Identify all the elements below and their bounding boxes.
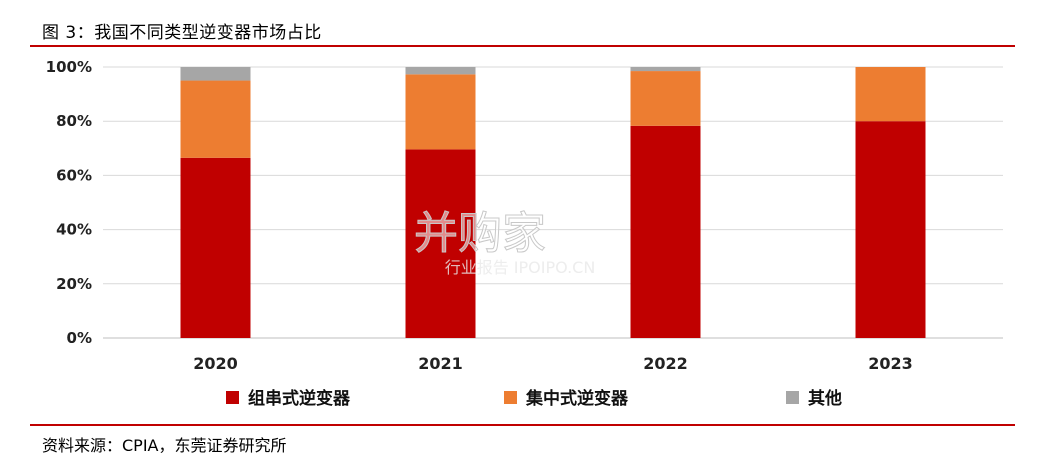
bar-segment	[180, 67, 251, 81]
legend-label: 其他	[808, 388, 842, 409]
source-note: 资料来源：CPIA，东莞证券研究所	[42, 436, 287, 455]
bar-segment	[630, 71, 701, 126]
grid-lines	[103, 66, 1003, 339]
bar-segment	[405, 149, 476, 338]
bars	[180, 67, 926, 338]
legend-swatch	[786, 391, 799, 404]
y-tick-label: 0%	[67, 329, 92, 347]
y-tick-labels: 0% 20% 40% 60% 80% 100%	[46, 58, 92, 347]
watermark: 并购家 行业报告 IPOIPO.CN	[414, 208, 596, 278]
watermark-brand: 并购家	[414, 208, 546, 259]
legend-label: 组串式逆变器	[248, 388, 351, 409]
bar-segment	[405, 74, 476, 150]
bar-segment	[855, 67, 926, 122]
y-tick-label: 20%	[56, 275, 92, 293]
y-tick-label: 80%	[56, 112, 92, 130]
top-rule	[30, 45, 1015, 47]
bar-segment	[855, 121, 926, 338]
x-category-label: 2020	[193, 354, 238, 373]
y-tick-label: 100%	[46, 58, 92, 76]
x-category-labels: 2020 2021 2022 2023	[193, 354, 913, 373]
watermark-tagline: 行业报告 IPOIPO.CN	[445, 258, 596, 277]
bar-segment	[630, 67, 701, 72]
legend: 组串式逆变器 集中式逆变器 其他	[226, 388, 842, 409]
y-tick-label: 40%	[56, 221, 92, 239]
bar-segment	[630, 125, 701, 338]
legend-swatch	[226, 391, 239, 404]
legend-swatch	[504, 391, 517, 404]
x-category-label: 2023	[868, 354, 913, 373]
figure-title: 图 3：我国不同类型逆变器市场占比	[42, 23, 322, 43]
bottom-rule	[30, 424, 1015, 426]
x-category-label: 2022	[643, 354, 688, 373]
bar-segment	[405, 67, 476, 75]
y-tick-label: 60%	[56, 166, 92, 184]
x-category-label: 2021	[418, 354, 463, 373]
bar-segment	[180, 80, 251, 158]
bar-segment	[180, 157, 251, 338]
legend-label: 集中式逆变器	[525, 388, 629, 409]
